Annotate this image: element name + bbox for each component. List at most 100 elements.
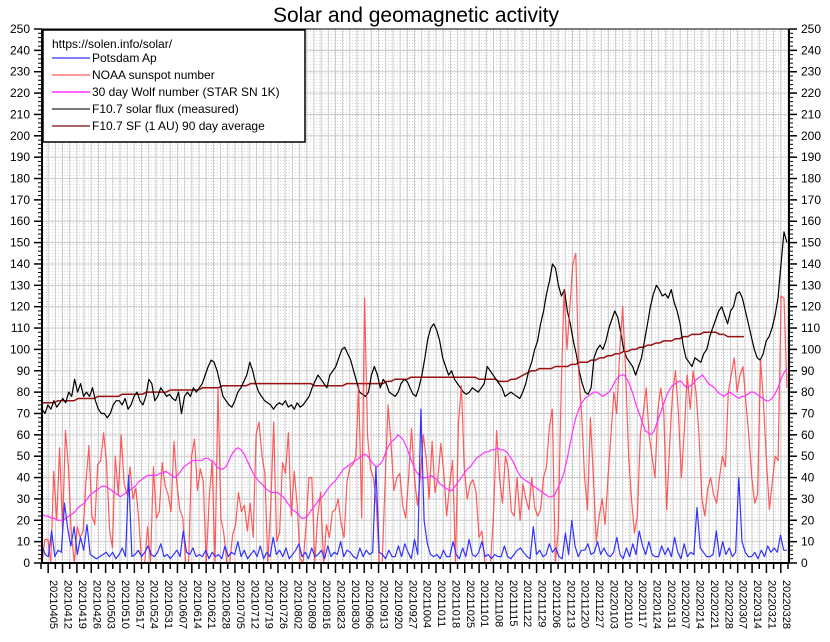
y-tick-label-left: 230 xyxy=(10,65,30,79)
x-tick-label: 20211025 xyxy=(464,580,476,628)
y-tick-label-right: 40 xyxy=(801,471,815,485)
x-tick-label: 20210607 xyxy=(176,580,188,629)
x-tick-label: 20210823 xyxy=(334,580,346,629)
y-tick-label-left: 170 xyxy=(10,193,30,207)
x-axis-ticks: 20210405 20210412 20210419 20210426 20210503… xyxy=(40,563,792,629)
y-tick-label-right: 60 xyxy=(801,428,815,442)
x-tick-label: 20210913 xyxy=(378,580,390,629)
x-tick-label: 20220117 xyxy=(636,580,648,628)
x-tick-label: 20210531 xyxy=(162,580,174,629)
y-tick-label-right: 70 xyxy=(801,406,815,420)
x-tick-label: 20220328 xyxy=(780,580,792,629)
x-tick-label: 20210719 xyxy=(263,580,275,629)
y-tick-label-right: 180 xyxy=(801,172,821,186)
y-axis-right-ticks: 0 10 20 30 40 50 60 70 80 90 100 110 120 130 140 150 160… xyxy=(789,22,821,570)
x-tick-label: 20210621 xyxy=(205,580,217,629)
x-tick-label: 20220221 xyxy=(708,580,720,629)
y-tick-label-left: 110 xyxy=(11,321,30,335)
x-tick-label: 20211011 xyxy=(435,580,447,627)
y-tick-label-right: 160 xyxy=(801,214,821,228)
y-tick-label-right: 230 xyxy=(801,65,821,79)
y-tick-label-left: 50 xyxy=(17,449,31,463)
y-axis-left-ticks: 0 10 20 30 40 50 60 70 80 90 100 110 120 130 140 150 160… xyxy=(10,22,42,570)
y-tick-label-left: 220 xyxy=(10,86,30,100)
x-tick-label: 20220228 xyxy=(722,580,734,629)
legend-header: https://solen.info/solar/ xyxy=(52,37,173,51)
legend-item-label: NOAA sunspot number xyxy=(92,68,215,82)
x-tick-label: 20210405 xyxy=(47,580,59,629)
y-tick-label-right: 100 xyxy=(801,342,821,356)
x-tick-label: 20211122 xyxy=(521,580,533,627)
y-tick-label-right: 240 xyxy=(801,43,821,57)
x-tick-label: 20210517 xyxy=(133,580,145,629)
y-tick-label-right: 30 xyxy=(801,492,815,506)
x-tick-label: 20210628 xyxy=(220,580,232,629)
legend-item-label: F10.7 solar flux (measured) xyxy=(92,102,239,116)
x-tick-label: 20211108 xyxy=(492,580,504,627)
y-tick-label-right: 250 xyxy=(801,22,821,36)
y-tick-label-left: 0 xyxy=(23,556,30,570)
y-tick-label-right: 50 xyxy=(801,449,815,463)
y-tick-label-left: 100 xyxy=(10,342,30,356)
series-line-potsdam-ap xyxy=(41,408,787,560)
x-tick-label: 20220214 xyxy=(694,580,706,629)
x-tick-label: 20220307 xyxy=(737,580,749,629)
x-tick-label: 20210503 xyxy=(105,580,117,629)
y-tick-label-left: 180 xyxy=(10,172,30,186)
x-tick-label: 20210816 xyxy=(320,580,332,629)
x-tick-label: 20211213 xyxy=(564,580,576,628)
x-tick-label: 20211227 xyxy=(593,580,605,628)
x-tick-label: 20220124 xyxy=(651,580,663,629)
y-tick-label-right: 80 xyxy=(801,385,815,399)
x-tick-label: 20210426 xyxy=(90,580,102,629)
x-tick-label: 20210419 xyxy=(76,580,88,629)
series-line-f10-7-solar-flux-measured xyxy=(41,231,788,419)
x-tick-label: 20220207 xyxy=(679,580,691,629)
y-tick-label-right: 200 xyxy=(801,129,821,143)
y-tick-label-left: 210 xyxy=(10,107,30,121)
y-tick-label-right: 220 xyxy=(801,86,821,100)
x-tick-label: 20210524 xyxy=(148,580,160,629)
x-tick-label: 20210614 xyxy=(191,580,203,629)
y-tick-label-left: 250 xyxy=(10,22,30,36)
y-tick-label-right: 120 xyxy=(801,300,821,314)
legend: https://solen.info/solar/ Potsdam Ap NOAA… xyxy=(42,29,306,143)
y-tick-label-right: 10 xyxy=(801,535,815,549)
x-tick-label: 20211101 xyxy=(478,580,490,627)
y-tick-label-left: 130 xyxy=(10,278,30,292)
x-tick-label: 20211129 xyxy=(536,580,548,627)
x-tick-label: 20211115 xyxy=(507,580,519,627)
y-tick-label-left: 200 xyxy=(10,129,30,143)
x-tick-label: 20211206 xyxy=(550,580,562,628)
y-tick-label-left: 20 xyxy=(17,513,31,527)
y-tick-label-left: 80 xyxy=(17,385,31,399)
series-line-30-day-wolf-number-star-sn-1k xyxy=(41,368,788,521)
y-tick-label-left: 10 xyxy=(17,535,31,549)
y-tick-label-left: 30 xyxy=(17,492,31,506)
y-tick-label-left: 160 xyxy=(10,214,30,228)
x-tick-label: 20210809 xyxy=(306,580,318,629)
x-tick-label: 20210906 xyxy=(363,580,375,629)
legend-box xyxy=(42,29,306,143)
x-tick-label: 20211018 xyxy=(449,580,461,628)
y-tick-label-right: 140 xyxy=(801,257,821,271)
chart-title: Solar and geomagnetic activity xyxy=(273,4,559,27)
y-tick-label-left: 190 xyxy=(10,150,30,164)
y-tick-label-right: 110 xyxy=(801,321,820,335)
y-tick-label-right: 210 xyxy=(801,107,821,121)
legend-item-label: 30 day Wolf number (STAR SN 1K) xyxy=(92,85,280,99)
x-tick-label: 20211220 xyxy=(579,580,591,628)
y-tick-label-left: 150 xyxy=(10,236,30,250)
x-tick-label: 20210927 xyxy=(406,580,418,629)
y-tick-label-right: 150 xyxy=(801,236,821,250)
x-tick-label: 20220103 xyxy=(607,580,619,629)
y-tick-label-left: 120 xyxy=(10,300,30,314)
y-tick-label-right: 130 xyxy=(801,278,821,292)
x-tick-label: 20210920 xyxy=(392,580,404,629)
y-tick-label-left: 40 xyxy=(17,471,31,485)
y-tick-label-right: 20 xyxy=(801,513,815,527)
x-tick-label: 20210726 xyxy=(277,580,289,629)
y-tick-label-left: 240 xyxy=(10,43,30,57)
x-tick-label: 20210510 xyxy=(119,580,131,629)
